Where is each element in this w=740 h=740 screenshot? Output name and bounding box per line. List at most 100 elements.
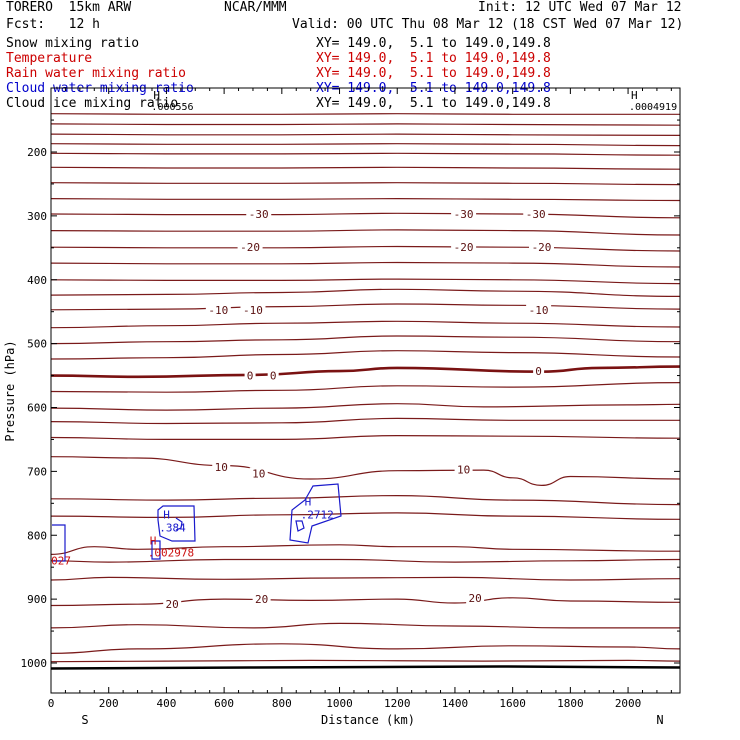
- isotherm-line: [50, 320, 681, 329]
- field-name-cloud-ice: Cloud ice mixing ratio: [6, 96, 179, 111]
- x-tick-label: 0: [48, 697, 55, 710]
- y-axis-label: Pressure (hPa): [3, 340, 17, 441]
- snow-max-marker: H: [631, 89, 638, 102]
- isotherm-label-bg: [252, 593, 271, 606]
- y-tick-label: 200: [27, 146, 47, 159]
- isotherm-line: [50, 365, 681, 379]
- isotherm-line: [50, 152, 681, 156]
- isotherm-label: 20: [469, 592, 482, 605]
- isotherm-line: [50, 123, 681, 126]
- isotherm-label: -20: [240, 241, 260, 254]
- isotherm-label-bg: [237, 241, 263, 254]
- isotherm-line: [50, 288, 681, 297]
- isotherm-line: [50, 229, 681, 236]
- isotherm-line: [50, 659, 681, 663]
- isotherm-label-bg: [451, 207, 477, 220]
- cloud-water-contour: [157, 505, 196, 542]
- isotherm-line: [50, 212, 681, 219]
- snow-max-value: .000556: [151, 102, 193, 113]
- x-tick-label: 1200: [384, 697, 411, 710]
- isotherm-line: [50, 261, 681, 268]
- y-tick-label: 800: [27, 529, 47, 542]
- isotherm-line: [50, 382, 681, 393]
- cloud-water-contour: [52, 524, 66, 562]
- isotherm-label: -30: [454, 208, 474, 221]
- y-tick-label: 700: [27, 465, 47, 478]
- isotherm-line: [50, 403, 681, 411]
- isotherm-line: [50, 434, 681, 440]
- y-tick-label: 500: [27, 338, 47, 351]
- isotherm-line: [50, 166, 681, 170]
- x-tick-label: 1400: [442, 697, 469, 710]
- isotherm-label-bg: [244, 369, 256, 382]
- y-tick-label: 600: [27, 402, 47, 415]
- isotherm-label: 0: [270, 370, 277, 383]
- model-title: TORERO 15km ARW: [6, 0, 132, 15]
- y-tick-label: 300: [27, 210, 47, 223]
- cloud-water-max-marker: H: [305, 496, 312, 509]
- isotherm-line: [50, 303, 681, 311]
- isotherm-label: 10: [457, 463, 470, 476]
- isotherm-label-bg: [249, 467, 268, 480]
- isotherm-label-bg: [246, 207, 272, 220]
- isotherm-label-bg: [240, 303, 266, 316]
- x-tick-label: 1600: [499, 697, 526, 710]
- isotherm-label-bg: [212, 460, 231, 473]
- x-tick-label: 600: [214, 697, 234, 710]
- field-name-rain: Rain water mixing ratio: [6, 66, 187, 81]
- cloud-water-max-value: .384: [159, 521, 186, 534]
- field-name-temperature: Temperature: [6, 51, 93, 66]
- isotherm-label-bg: [523, 207, 549, 220]
- field-xy-cloud-ice: XY= 149.0, 5.1 to 149.0,149.8: [316, 96, 551, 111]
- cloud-water-max-value: .2712: [301, 509, 334, 522]
- snow-max-value: .0004919: [629, 102, 677, 113]
- isotherm-line: [50, 544, 681, 555]
- isotherm-label-bg: [205, 303, 231, 316]
- x-tick-label: 1000: [326, 697, 353, 710]
- isotherm-line: [50, 335, 681, 345]
- isotherm-line: [50, 597, 681, 607]
- x-tick-label: 200: [99, 697, 119, 710]
- field-xy-rain: XY= 149.0, 5.1 to 149.0,149.8: [316, 66, 551, 81]
- isotherm-line: [50, 494, 681, 506]
- isotherm-label-bg: [267, 369, 279, 382]
- snow-max-marker: H: [153, 89, 160, 102]
- isotherm-label-bg: [526, 303, 552, 316]
- isotherm-line: [50, 643, 681, 654]
- plot-frame: [50, 87, 681, 694]
- x-end-label-south: S: [81, 713, 88, 727]
- isotherm-label: -20: [532, 241, 552, 254]
- isotherm-label-bg: [451, 241, 477, 254]
- rain-max-marker: H: [150, 535, 157, 548]
- isotherm-line: [50, 182, 681, 186]
- isotherm-layer: -30 -30 -30 -20 -20 -20 -10 -10 -10 0 0 0 10 10 10 20 20…: [50, 113, 681, 663]
- isotherm-line: [50, 143, 681, 147]
- isotherm-line: [50, 417, 680, 425]
- isotherm-label: 0: [247, 370, 254, 383]
- y-tick-label: 400: [27, 274, 47, 287]
- x-tick-label: 2000: [615, 697, 642, 710]
- isotherm-label: -10: [529, 304, 549, 317]
- isotherm-line: [50, 278, 681, 285]
- isotherm-line: [50, 576, 681, 581]
- rain-max-value: 027: [51, 554, 71, 567]
- isotherm-line: [50, 197, 681, 202]
- x-tick-label: 800: [272, 697, 292, 710]
- cloud-water-contour: [295, 520, 305, 532]
- isotherm-label: 0: [535, 365, 542, 378]
- isotherm-line: [50, 456, 681, 487]
- isotherm-label: 10: [252, 467, 265, 480]
- ground-surface-line: [50, 665, 681, 670]
- isotherm-line: [50, 133, 681, 136]
- cloud-water-max-marker: H: [163, 508, 170, 521]
- org-label: NCAR/MMM: [224, 0, 287, 15]
- y-tick-label: 900: [27, 593, 47, 606]
- valid-time: Valid: 00 UTC Thu 08 Mar 12 (18 CST Wed …: [292, 17, 684, 32]
- isotherm-label: 20: [166, 598, 179, 611]
- isotherm-label-bg: [454, 463, 473, 476]
- field-name-snow: Snow mixing ratio: [6, 36, 140, 51]
- cloud-water-contour: [151, 540, 161, 560]
